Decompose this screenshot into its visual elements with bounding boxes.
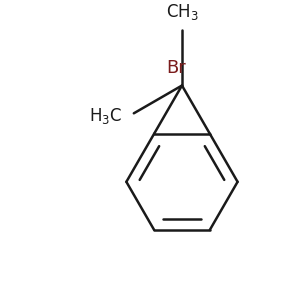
Text: Br: Br [167, 59, 186, 77]
Text: H$_3$C: H$_3$C [89, 106, 123, 126]
Text: CH$_3$: CH$_3$ [166, 2, 198, 22]
